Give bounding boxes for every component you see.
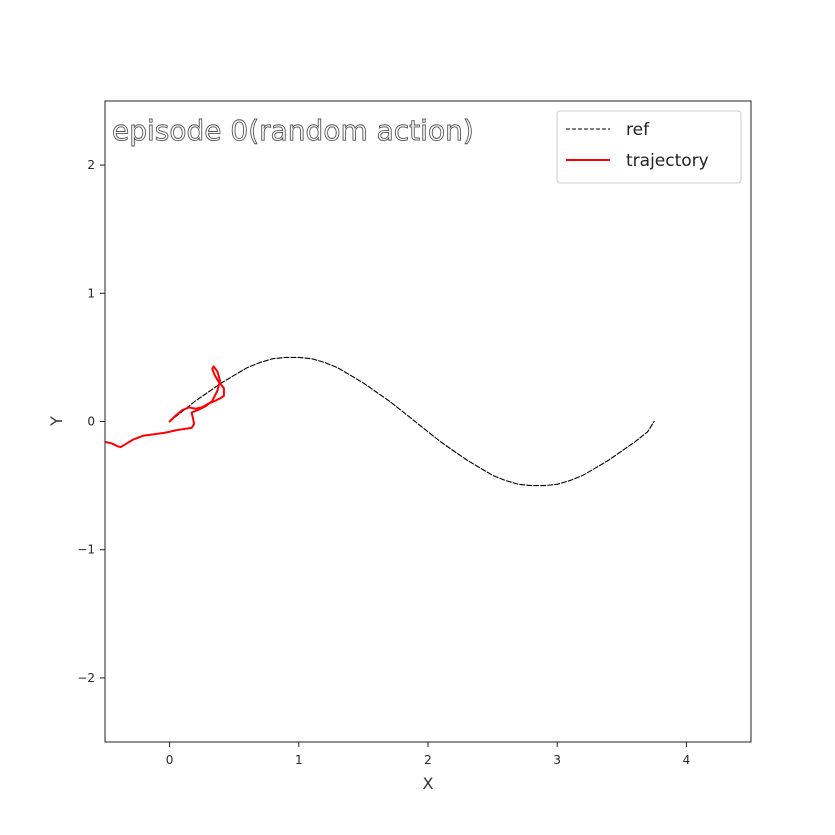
series-line-trajectory bbox=[105, 365, 225, 449]
y-tick-label: −1 bbox=[77, 543, 95, 557]
series-line-ref bbox=[169, 356, 655, 487]
legend-trajectory-label: trajectory bbox=[626, 151, 709, 171]
x-tick-label: 2 bbox=[424, 753, 432, 767]
x-axis-ticks: 0 1 2 3 4 bbox=[166, 742, 690, 767]
x-tick-label: 4 bbox=[683, 753, 691, 767]
x-tick-label: 3 bbox=[553, 753, 561, 767]
y-tick-label: 2 bbox=[87, 158, 95, 172]
chart-title: episode 0(random action) bbox=[112, 114, 474, 147]
y-tick-label: −2 bbox=[77, 671, 95, 685]
series-layer bbox=[105, 356, 655, 487]
y-tick-label: 0 bbox=[87, 415, 95, 429]
y-axis-label: Y bbox=[47, 416, 66, 427]
y-axis-ticks: −2 −1 0 1 2 bbox=[77, 158, 105, 685]
x-axis-label: X bbox=[423, 774, 434, 793]
legend-ref-label: ref bbox=[626, 120, 650, 140]
x-tick-label: 0 bbox=[166, 753, 174, 767]
x-tick-label: 1 bbox=[295, 753, 303, 767]
y-tick-label: 1 bbox=[87, 286, 95, 300]
legend: ref trajectory bbox=[556, 110, 742, 184]
